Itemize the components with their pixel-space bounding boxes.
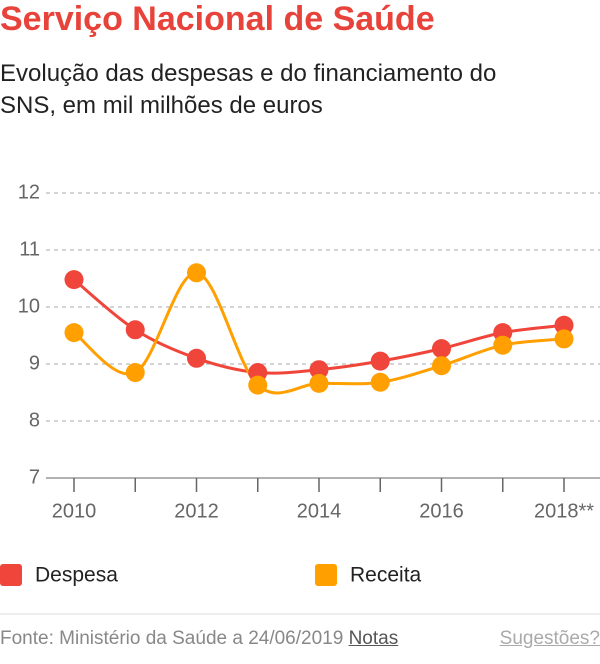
x-tick-label: 2018**: [534, 500, 594, 522]
y-tick-label: 11: [19, 238, 40, 260]
data-point: [309, 373, 329, 393]
y-tick-label: 8: [29, 409, 40, 431]
chart: 7 8 9 10 11 12 2010 2012 2014 2016 2018** Despesa Re…: [0, 181, 600, 615]
y-tick-label: 10: [18, 295, 40, 317]
x-tick-label: 2012: [174, 500, 219, 522]
data-point: [432, 356, 451, 376]
data-point: [64, 270, 84, 290]
data-point: [187, 348, 206, 368]
x-tick-label: 2010: [52, 500, 97, 522]
data-point: [125, 320, 145, 340]
data-point: [370, 372, 390, 392]
data-point: [187, 263, 206, 283]
data-point: [309, 360, 329, 380]
data-point: [554, 315, 574, 335]
y-tick-label: 7: [29, 466, 40, 488]
legend-swatch: [0, 564, 22, 586]
legend-swatch: [315, 564, 337, 586]
y-tick-label: 12: [18, 181, 40, 203]
x-tick-label: 2016: [419, 500, 464, 522]
x-tick-label: 2014: [297, 500, 342, 522]
data-point: [64, 323, 84, 343]
y-tick-label: 9: [29, 352, 40, 374]
data-point: [248, 375, 268, 395]
legend-label: Receita: [350, 564, 422, 587]
data-point: [125, 363, 145, 383]
source: Fonte: Ministério da Saúde a 24/06/2019: [0, 628, 344, 649]
notes-link[interactable]: Notas: [348, 628, 399, 649]
legend-label: Despesa: [35, 564, 118, 587]
chart-subtitle: Evolução das despesas e do financiamento…: [0, 60, 497, 119]
footer: Fonte: Ministério da Saúde a 24/06/2019 …: [0, 628, 600, 650]
chart-title: Serviço Nacional de Saúde: [0, 0, 435, 38]
data-point: [370, 351, 390, 371]
series-line: [73, 271, 565, 395]
data-point: [554, 329, 574, 349]
suggestions-link[interactable]: Sugestões?: [499, 628, 600, 649]
data-point: [493, 335, 513, 355]
data-point: [432, 339, 451, 359]
